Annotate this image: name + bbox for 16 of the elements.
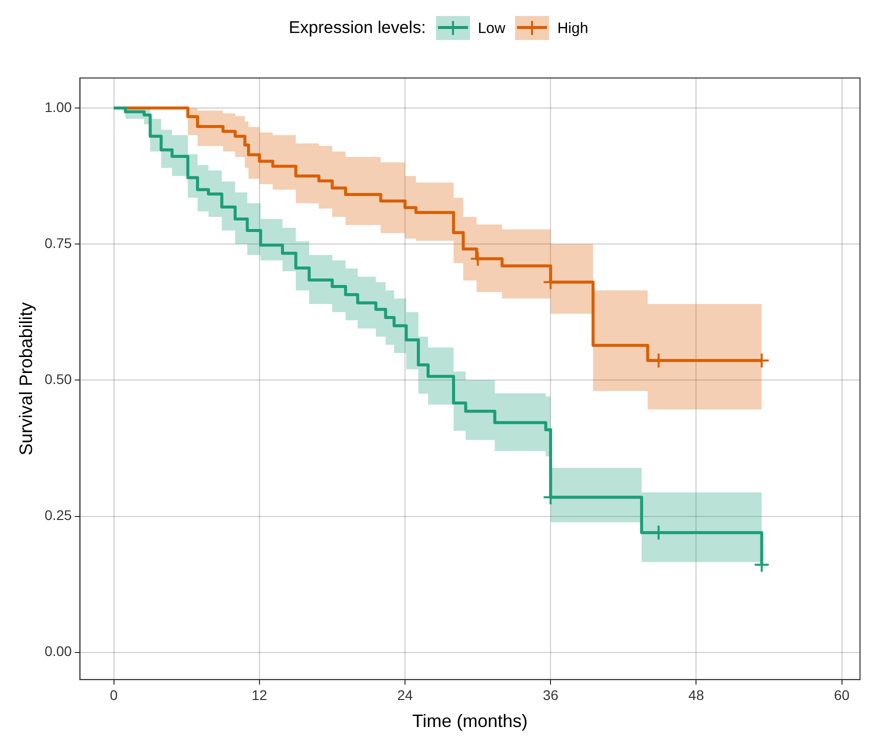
x-tick-label: 12 bbox=[252, 686, 268, 703]
x-tick-label: 0 bbox=[110, 686, 118, 703]
legend-label: High bbox=[557, 20, 588, 36]
legend-label: Low bbox=[478, 20, 506, 36]
x-tick-label: 48 bbox=[688, 686, 704, 703]
y-tick-label: 0.75 bbox=[44, 234, 72, 251]
x-tick-label: 60 bbox=[834, 686, 850, 703]
y-tick-label: 0.50 bbox=[44, 371, 72, 388]
legend-title: Expression levels: bbox=[288, 18, 426, 38]
x-tick-label: 24 bbox=[397, 686, 414, 703]
x-axis-title: Time (months) bbox=[412, 711, 528, 732]
x-tick-label: 36 bbox=[542, 686, 559, 703]
y-tick-label: 0.00 bbox=[44, 643, 72, 660]
y-tick-label: 0.25 bbox=[44, 507, 72, 524]
y-tick-label: 1.00 bbox=[44, 98, 72, 115]
y-axis-title: Survival Probability bbox=[16, 302, 36, 456]
